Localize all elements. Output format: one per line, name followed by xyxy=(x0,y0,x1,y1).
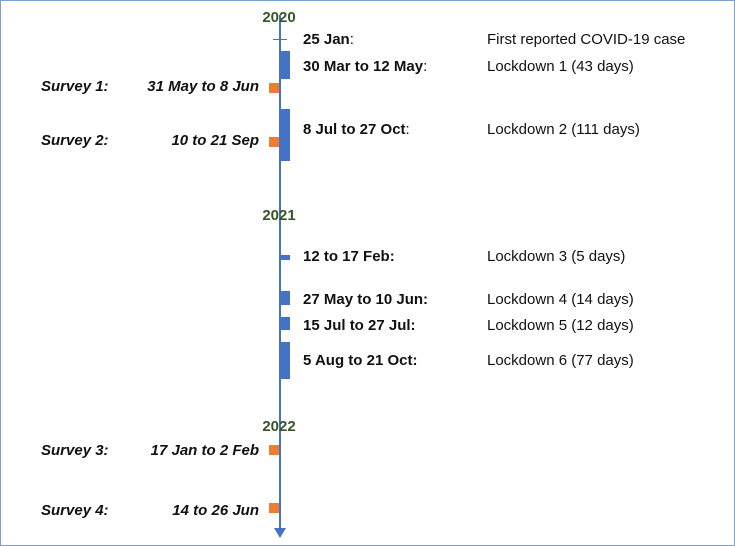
event-description: Lockdown 4 (14 days) xyxy=(487,291,634,308)
event-date: 15 Jul to 27 Jul: xyxy=(303,317,416,334)
event-description: First reported COVID-19 case xyxy=(487,31,686,48)
lockdown-1-bar xyxy=(280,51,290,79)
survey-3-marker xyxy=(269,445,279,455)
survey-1-marker xyxy=(269,83,279,93)
event-date: 8 Jul to 27 Oct: xyxy=(303,121,410,138)
start-tick xyxy=(273,39,287,40)
survey-2-marker xyxy=(269,137,279,147)
survey-2-name: Survey 2: xyxy=(41,132,109,149)
event-description: Lockdown 1 (43 days) xyxy=(487,58,634,75)
lockdown-5-bar xyxy=(280,317,290,330)
timeline-arrow-icon xyxy=(274,528,286,538)
year-label-2020: 2020 xyxy=(262,9,296,26)
lockdown-6-bar xyxy=(280,342,290,379)
event-description: Lockdown 6 (77 days) xyxy=(487,352,634,369)
survey-3-dates: 17 Jan to 2 Feb xyxy=(150,442,259,459)
lockdown-3-bar xyxy=(280,255,290,260)
survey-1-name: Survey 1: xyxy=(41,78,109,95)
survey-1-dates: 31 May to 8 Jun xyxy=(147,78,259,95)
survey-2-dates: 10 to 21 Sep xyxy=(171,132,259,149)
event-date: 25 Jan: xyxy=(303,31,354,48)
survey-4-name: Survey 4: xyxy=(41,502,109,519)
event-description: Lockdown 3 (5 days) xyxy=(487,248,626,265)
event-description: Lockdown 2 (111 days) xyxy=(487,121,640,138)
survey-3-name: Survey 3: xyxy=(41,442,109,459)
event-date: 30 Mar to 12 May: xyxy=(303,58,428,75)
event-date: 12 to 17 Feb: xyxy=(303,248,395,265)
survey-4-marker xyxy=(269,503,279,513)
event-description: Lockdown 5 (12 days) xyxy=(487,317,634,334)
lockdown-4-bar xyxy=(280,291,290,305)
timeline-axis xyxy=(279,15,281,533)
year-label-2021: 2021 xyxy=(262,207,296,224)
event-date: 27 May to 10 Jun: xyxy=(303,291,429,308)
survey-4-dates: 14 to 26 Jun xyxy=(172,502,259,519)
year-label-2022: 2022 xyxy=(262,418,296,435)
lockdown-2-bar xyxy=(280,109,290,161)
event-date: 5 Aug to 21 Oct: xyxy=(303,352,418,369)
